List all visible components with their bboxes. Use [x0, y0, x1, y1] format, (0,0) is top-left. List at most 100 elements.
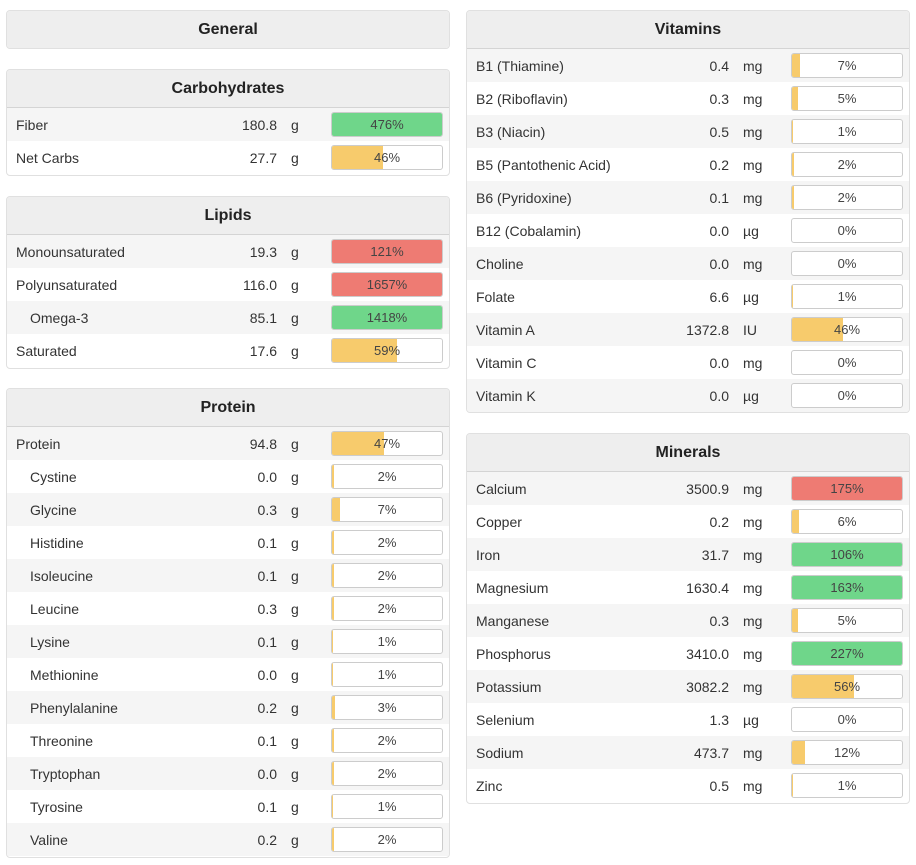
progress-fill: [332, 339, 397, 362]
nutrient-row[interactable]: Phenylalanine 0.2 g 3%: [7, 691, 449, 724]
nutrient-row[interactable]: Phosphorus 3410.0 mg 227%: [467, 637, 909, 670]
nutrient-unit: mg: [743, 90, 763, 107]
nutrient-row[interactable]: Polyunsaturated 116.0 g 1657%: [7, 268, 449, 301]
target-progress-bar: 1%: [791, 773, 903, 798]
general-panel: General: [6, 10, 450, 49]
nutrient-row[interactable]: Sodium 473.7 mg 12%: [467, 736, 909, 769]
nutrient-amount: 0.0: [709, 387, 729, 404]
nutrient-row[interactable]: Folate 6.6 µg 1%: [467, 280, 909, 313]
nutrient-row[interactable]: Zinc 0.5 mg 1%: [467, 769, 909, 802]
progress-percent: 476%: [370, 117, 404, 132]
nutrient-row[interactable]: B12 (Cobalamin) 0.0 µg 0%: [467, 214, 909, 247]
nutrient-row[interactable]: Protein 94.8 g 47%: [7, 427, 449, 460]
nutrient-row[interactable]: Tryptophan 0.0 g 2%: [7, 757, 449, 790]
progress-fill: [792, 609, 798, 632]
nutrient-unit: µg: [743, 387, 759, 404]
nutrient-row[interactable]: Tyrosine 0.1 g 1%: [7, 790, 449, 823]
nutrient-row[interactable]: Calcium 3500.9 mg 175%: [467, 472, 909, 505]
progress-fill: [332, 531, 335, 554]
nutrient-row[interactable]: B5 (Pantothenic Acid) 0.2 mg 2%: [467, 148, 909, 181]
nutrient-row[interactable]: B3 (Niacin) 0.5 mg 1%: [467, 115, 909, 148]
target-progress-bar: 227%: [791, 641, 903, 666]
nutrient-amount: 0.2: [257, 699, 277, 716]
nutrient-amount: 0.3: [257, 600, 277, 617]
nutrient-row[interactable]: Vitamin K 0.0 µg 0%: [467, 379, 909, 412]
minerals-header[interactable]: Minerals: [467, 434, 909, 472]
nutrient-row[interactable]: Valine 0.2 g 2%: [7, 823, 449, 856]
nutrient-name: Net Carbs: [16, 149, 80, 166]
nutrient-row[interactable]: Vitamin C 0.0 mg 0%: [467, 346, 909, 379]
nutrient-row[interactable]: Magnesium 1630.4 mg 163%: [467, 571, 909, 604]
nutrient-name: Vitamin K: [476, 387, 536, 404]
nutrient-row[interactable]: Cystine 0.0 g 2%: [7, 460, 449, 493]
nutrient-amount: 1630.4: [686, 579, 729, 596]
nutrient-unit: g: [291, 798, 299, 815]
nutrient-name: Cystine: [30, 468, 77, 485]
nutrient-row[interactable]: Saturated 17.6 g 59%: [7, 334, 449, 367]
protein-rows: Protein 94.8 g 47% Cystine 0.0 g 2% Glycine 0.3 g 7…: [7, 427, 449, 856]
nutrient-amount: 0.1: [257, 732, 277, 749]
nutrient-name: Copper: [476, 513, 522, 530]
progress-fill: [792, 510, 799, 533]
nutrient-row[interactable]: Lysine 0.1 g 1%: [7, 625, 449, 658]
nutrient-amount: 0.1: [257, 633, 277, 650]
nutrient-row[interactable]: Manganese 0.3 mg 5%: [467, 604, 909, 637]
nutrient-row[interactable]: Net Carbs 27.7 g 46%: [7, 141, 449, 174]
progress-percent: 59%: [373, 343, 401, 358]
nutrient-name: Omega-3: [30, 309, 89, 326]
nutrient-unit: g: [291, 732, 299, 749]
nutrient-name: B2 (Riboflavin): [476, 90, 568, 107]
progress-fill: [792, 675, 854, 698]
target-progress-bar: 2%: [331, 530, 443, 555]
nutrient-amount: 0.4: [709, 57, 729, 74]
nutrient-unit: g: [291, 699, 299, 716]
target-progress-bar: 1657%: [331, 272, 443, 297]
nutrient-name: Fiber: [16, 116, 48, 133]
general-header[interactable]: General: [7, 11, 449, 48]
progress-percent: 2%: [377, 832, 397, 847]
target-progress-bar: 163%: [791, 575, 903, 600]
progress-percent: 46%: [373, 150, 401, 165]
target-progress-bar: 476%: [331, 112, 443, 137]
nutrient-row[interactable]: Threonine 0.1 g 2%: [7, 724, 449, 757]
vitamins-panel: Vitamins B1 (Thiamine) 0.4 mg 7% B2 (Ribofla…: [466, 10, 910, 413]
nutrient-row[interactable]: Vitamin A 1372.8 IU 46%: [467, 313, 909, 346]
nutrient-row[interactable]: Leucine 0.3 g 2%: [7, 592, 449, 625]
progress-fill: [332, 828, 335, 851]
carbohydrates-header[interactable]: Carbohydrates: [7, 70, 449, 108]
nutrient-name: Leucine: [30, 600, 80, 617]
nutrient-row[interactable]: Methionine 0.0 g 1%: [7, 658, 449, 691]
nutrient-row[interactable]: Copper 0.2 mg 6%: [467, 505, 909, 538]
nutrient-row[interactable]: Choline 0.0 mg 0%: [467, 247, 909, 280]
nutrient-name: Tyrosine: [30, 798, 83, 815]
nutrient-row[interactable]: Histidine 0.1 g 2%: [7, 526, 449, 559]
nutrient-row[interactable]: Potassium 3082.2 mg 56%: [467, 670, 909, 703]
target-progress-bar: 5%: [791, 608, 903, 633]
nutrient-amount: 1372.8: [686, 321, 729, 338]
nutrient-row[interactable]: B1 (Thiamine) 0.4 mg 7%: [467, 49, 909, 82]
nutrient-unit: mg: [743, 123, 763, 140]
nutrient-unit: mg: [743, 513, 763, 530]
nutrient-amount: 473.7: [693, 744, 729, 761]
nutrient-row[interactable]: Glycine 0.3 g 7%: [7, 493, 449, 526]
nutrient-unit: mg: [743, 579, 763, 596]
nutrient-unit: g: [291, 534, 299, 551]
nutrient-row[interactable]: Isoleucine 0.1 g 2%: [7, 559, 449, 592]
target-progress-bar: 0%: [791, 383, 903, 408]
nutrient-row[interactable]: Omega-3 85.1 g 1418%: [7, 301, 449, 334]
nutrient-row[interactable]: Iron 31.7 mg 106%: [467, 538, 909, 571]
progress-fill: [792, 285, 794, 308]
progress-fill: [332, 306, 442, 329]
nutrient-row[interactable]: Monounsaturated 19.3 g 121%: [7, 235, 449, 268]
nutrient-row[interactable]: Fiber 180.8 g 476%: [7, 108, 449, 141]
protein-header[interactable]: Protein: [7, 389, 449, 427]
nutrient-row[interactable]: B6 (Pyridoxine) 0.1 mg 2%: [467, 181, 909, 214]
nutrient-row[interactable]: Selenium 1.3 µg 0%: [467, 703, 909, 736]
nutrient-amount: 6.6: [709, 288, 729, 305]
nutrient-unit: mg: [743, 57, 763, 74]
vitamins-header[interactable]: Vitamins: [467, 11, 909, 49]
progress-percent: 12%: [833, 745, 861, 760]
lipids-header[interactable]: Lipids: [7, 197, 449, 235]
nutrient-row[interactable]: B2 (Riboflavin) 0.3 mg 5%: [467, 82, 909, 115]
nutrient-amount: 0.3: [709, 90, 729, 107]
